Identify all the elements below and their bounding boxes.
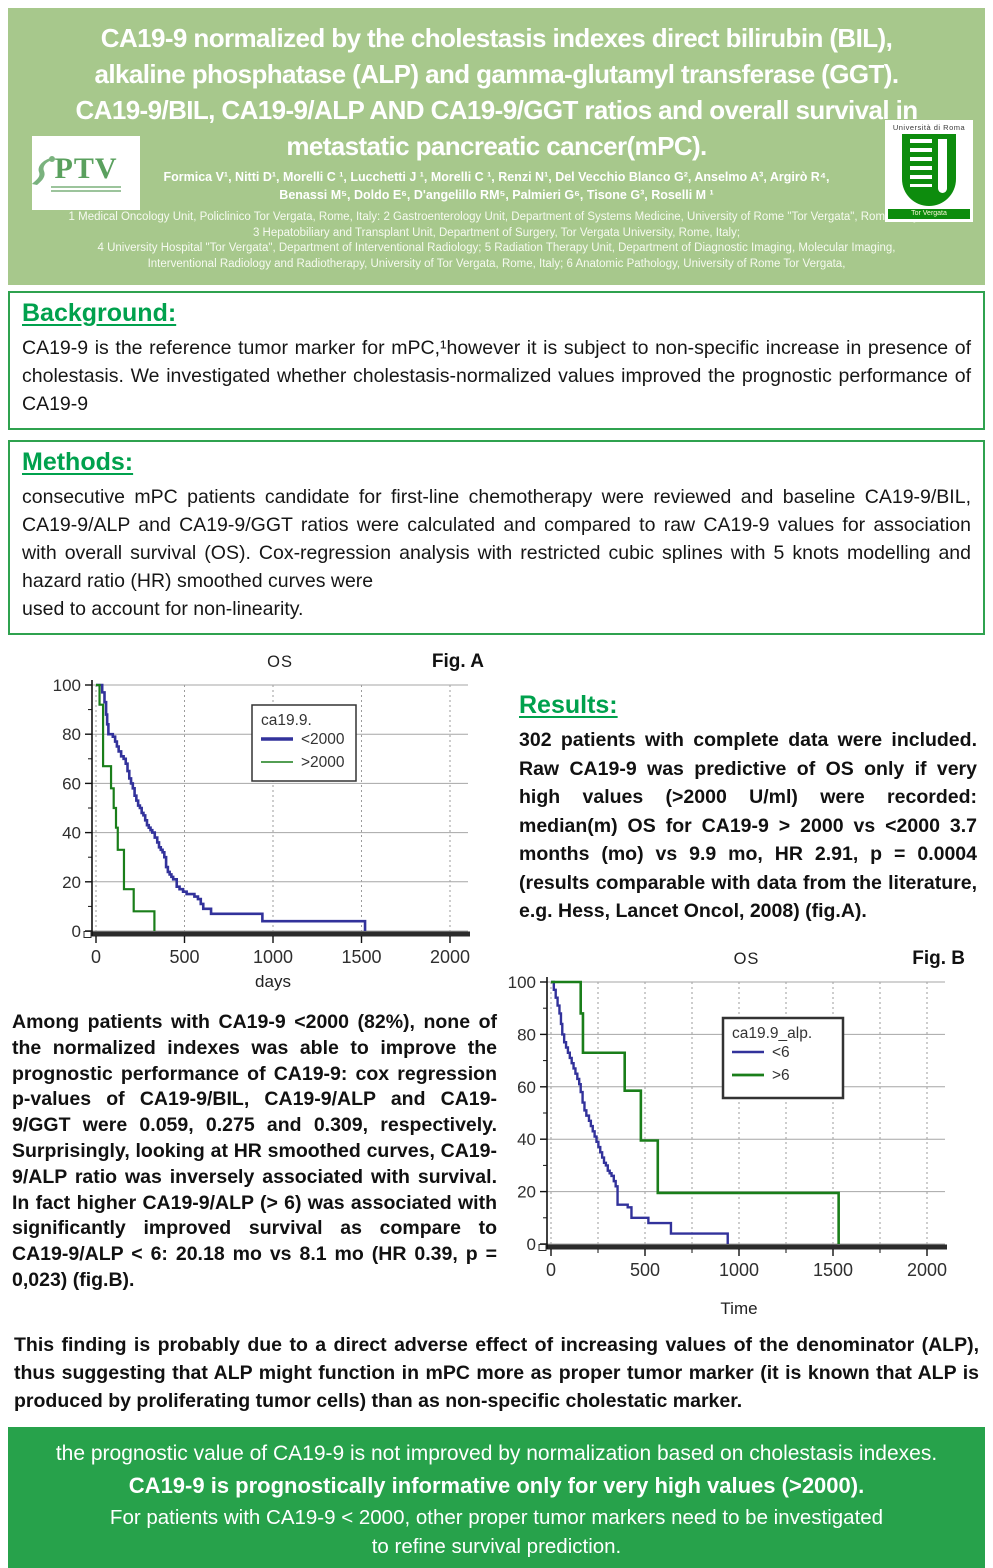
- tor-vergata-logo-top-text: Università di Roma: [892, 123, 966, 132]
- authors-line-2: Benassi M⁵, Doldo E⁶, D'angelillo RM⁵, P…: [279, 188, 714, 202]
- affiliation-line: 4 University Hospital "Tor Vergata", Dep…: [97, 242, 896, 254]
- background-heading: Background:: [22, 299, 177, 327]
- svg-text:1000: 1000: [719, 1260, 759, 1280]
- svg-text:0: 0: [527, 1235, 536, 1254]
- svg-text:1000: 1000: [253, 947, 293, 967]
- poster-header: CA19-9 normalized by the cholestasis ind…: [8, 8, 985, 285]
- svg-text:>2000: >2000: [301, 754, 345, 771]
- svg-text:60: 60: [62, 774, 81, 793]
- tor-vergata-logo: Università di Roma Tor Vergata: [885, 120, 973, 222]
- affiliations: 1 Medical Oncology Unit, Policlinico Tor…: [8, 210, 985, 272]
- affiliation-line: Interventional Radiology and Radiotherap…: [147, 257, 846, 270]
- right-column: Results: 302 patients with complete data…: [505, 645, 977, 1327]
- tor-vergata-logo-bottom-text: Tor Vergata: [888, 209, 970, 219]
- ptv-logo-label: PTV: [54, 151, 118, 185]
- svg-text:Time: Time: [720, 1299, 757, 1318]
- conclusion-banner: the prognostic value of CA19-9 is not im…: [8, 1426, 985, 1568]
- background-section: Background: CA19-9 is the reference tumo…: [8, 291, 985, 430]
- finding-paragraph: This finding is probably due to a direct…: [14, 1333, 979, 1412]
- svg-text:Fig. B: Fig. B: [912, 948, 965, 969]
- svg-text:500: 500: [630, 1260, 660, 1280]
- poster-title-line-3: CA19-9/BIL, CA19-9/ALP AND CA19-9/GGT ra…: [75, 95, 918, 125]
- methods-section: Methods: consecutive mPC patients candid…: [8, 440, 985, 635]
- fig-b: 0 20 40 60 80 100 0 500 1000 1500 2000 OS Fig. B Time…: [505, 938, 977, 1327]
- methods-heading: Methods:: [22, 448, 134, 476]
- svg-text:days: days: [255, 972, 291, 991]
- svg-text:0: 0: [546, 1260, 556, 1280]
- svg-text:20: 20: [62, 873, 81, 892]
- poster-title-line-2: alkaline phosphatase (ALP) and gamma-glu…: [94, 59, 900, 89]
- results-section: Results: 302 patients with complete data…: [505, 645, 977, 926]
- affiliation-line: 3 Hepatobiliary and Transplant Unit, Dep…: [252, 226, 741, 239]
- ptv-logo-subtext-bars: [51, 185, 121, 193]
- poster-title-line-4: metastatic pancreatic cancer(mPC).: [286, 131, 707, 161]
- svg-text:OS: OS: [267, 653, 293, 671]
- svg-text:1500: 1500: [813, 1260, 853, 1280]
- svg-text:2000: 2000: [907, 1260, 947, 1280]
- affiliation-line: 1 Medical Oncology Unit, Policlinico Tor…: [68, 211, 925, 223]
- svg-text:OS: OS: [734, 950, 760, 968]
- ptv-logo: PTV: [32, 136, 140, 210]
- poster-title-line-1: CA19-9 normalized by the cholestasis ind…: [100, 23, 893, 53]
- methods-body-continued: used to account for non-linearity.: [22, 598, 304, 620]
- svg-text:40: 40: [62, 824, 81, 843]
- conclusion-line-4: to refine survival prediction.: [371, 1534, 622, 1558]
- svg-text:80: 80: [62, 725, 81, 744]
- svg-text:2000: 2000: [430, 947, 470, 967]
- svg-text:0: 0: [72, 922, 81, 941]
- svg-text:500: 500: [169, 947, 199, 967]
- svg-text:1500: 1500: [341, 947, 381, 967]
- ptv-figure-icon: [29, 154, 59, 193]
- results-body: 302 patients with complete data were inc…: [519, 729, 977, 922]
- conclusion-line-3: For patients with CA19-9 < 2000, other p…: [109, 1505, 884, 1529]
- svg-text:>6: >6: [772, 1067, 790, 1084]
- svg-text:100: 100: [53, 676, 81, 695]
- svg-text:60: 60: [517, 1077, 536, 1096]
- svg-text:ca19.9.: ca19.9.: [261, 712, 312, 729]
- svg-text:Fig. A: Fig. A: [432, 651, 484, 672]
- svg-text:40: 40: [517, 1130, 536, 1149]
- authors-line-1: Formica V¹, Nitti D¹, Morelli C ¹, Lucch…: [163, 170, 830, 184]
- tor-vergata-shield-icon: [902, 134, 956, 206]
- methods-body: consecutive mPC patients candidate for f…: [22, 486, 971, 592]
- svg-text:<6: <6: [772, 1044, 790, 1061]
- conclusion-line-2: CA19-9 is prognostically informative onl…: [128, 1472, 865, 1498]
- svg-text:<2000: <2000: [301, 731, 345, 748]
- svg-text:0: 0: [91, 947, 101, 967]
- conclusion-line-1: the prognostic value of CA19-9 is not im…: [55, 1441, 938, 1465]
- analysis-paragraph: Among patients with CA19-9 <2000 (82%), …: [12, 1011, 497, 1291]
- background-body: CA19-9 is the reference tumor marker for…: [22, 337, 971, 415]
- svg-text:20: 20: [517, 1182, 536, 1201]
- results-heading: Results:: [519, 691, 618, 719]
- svg-text:100: 100: [508, 973, 536, 992]
- svg-text:80: 80: [517, 1025, 536, 1044]
- svg-text:ca19.9_alp.: ca19.9_alp.: [732, 1025, 812, 1042]
